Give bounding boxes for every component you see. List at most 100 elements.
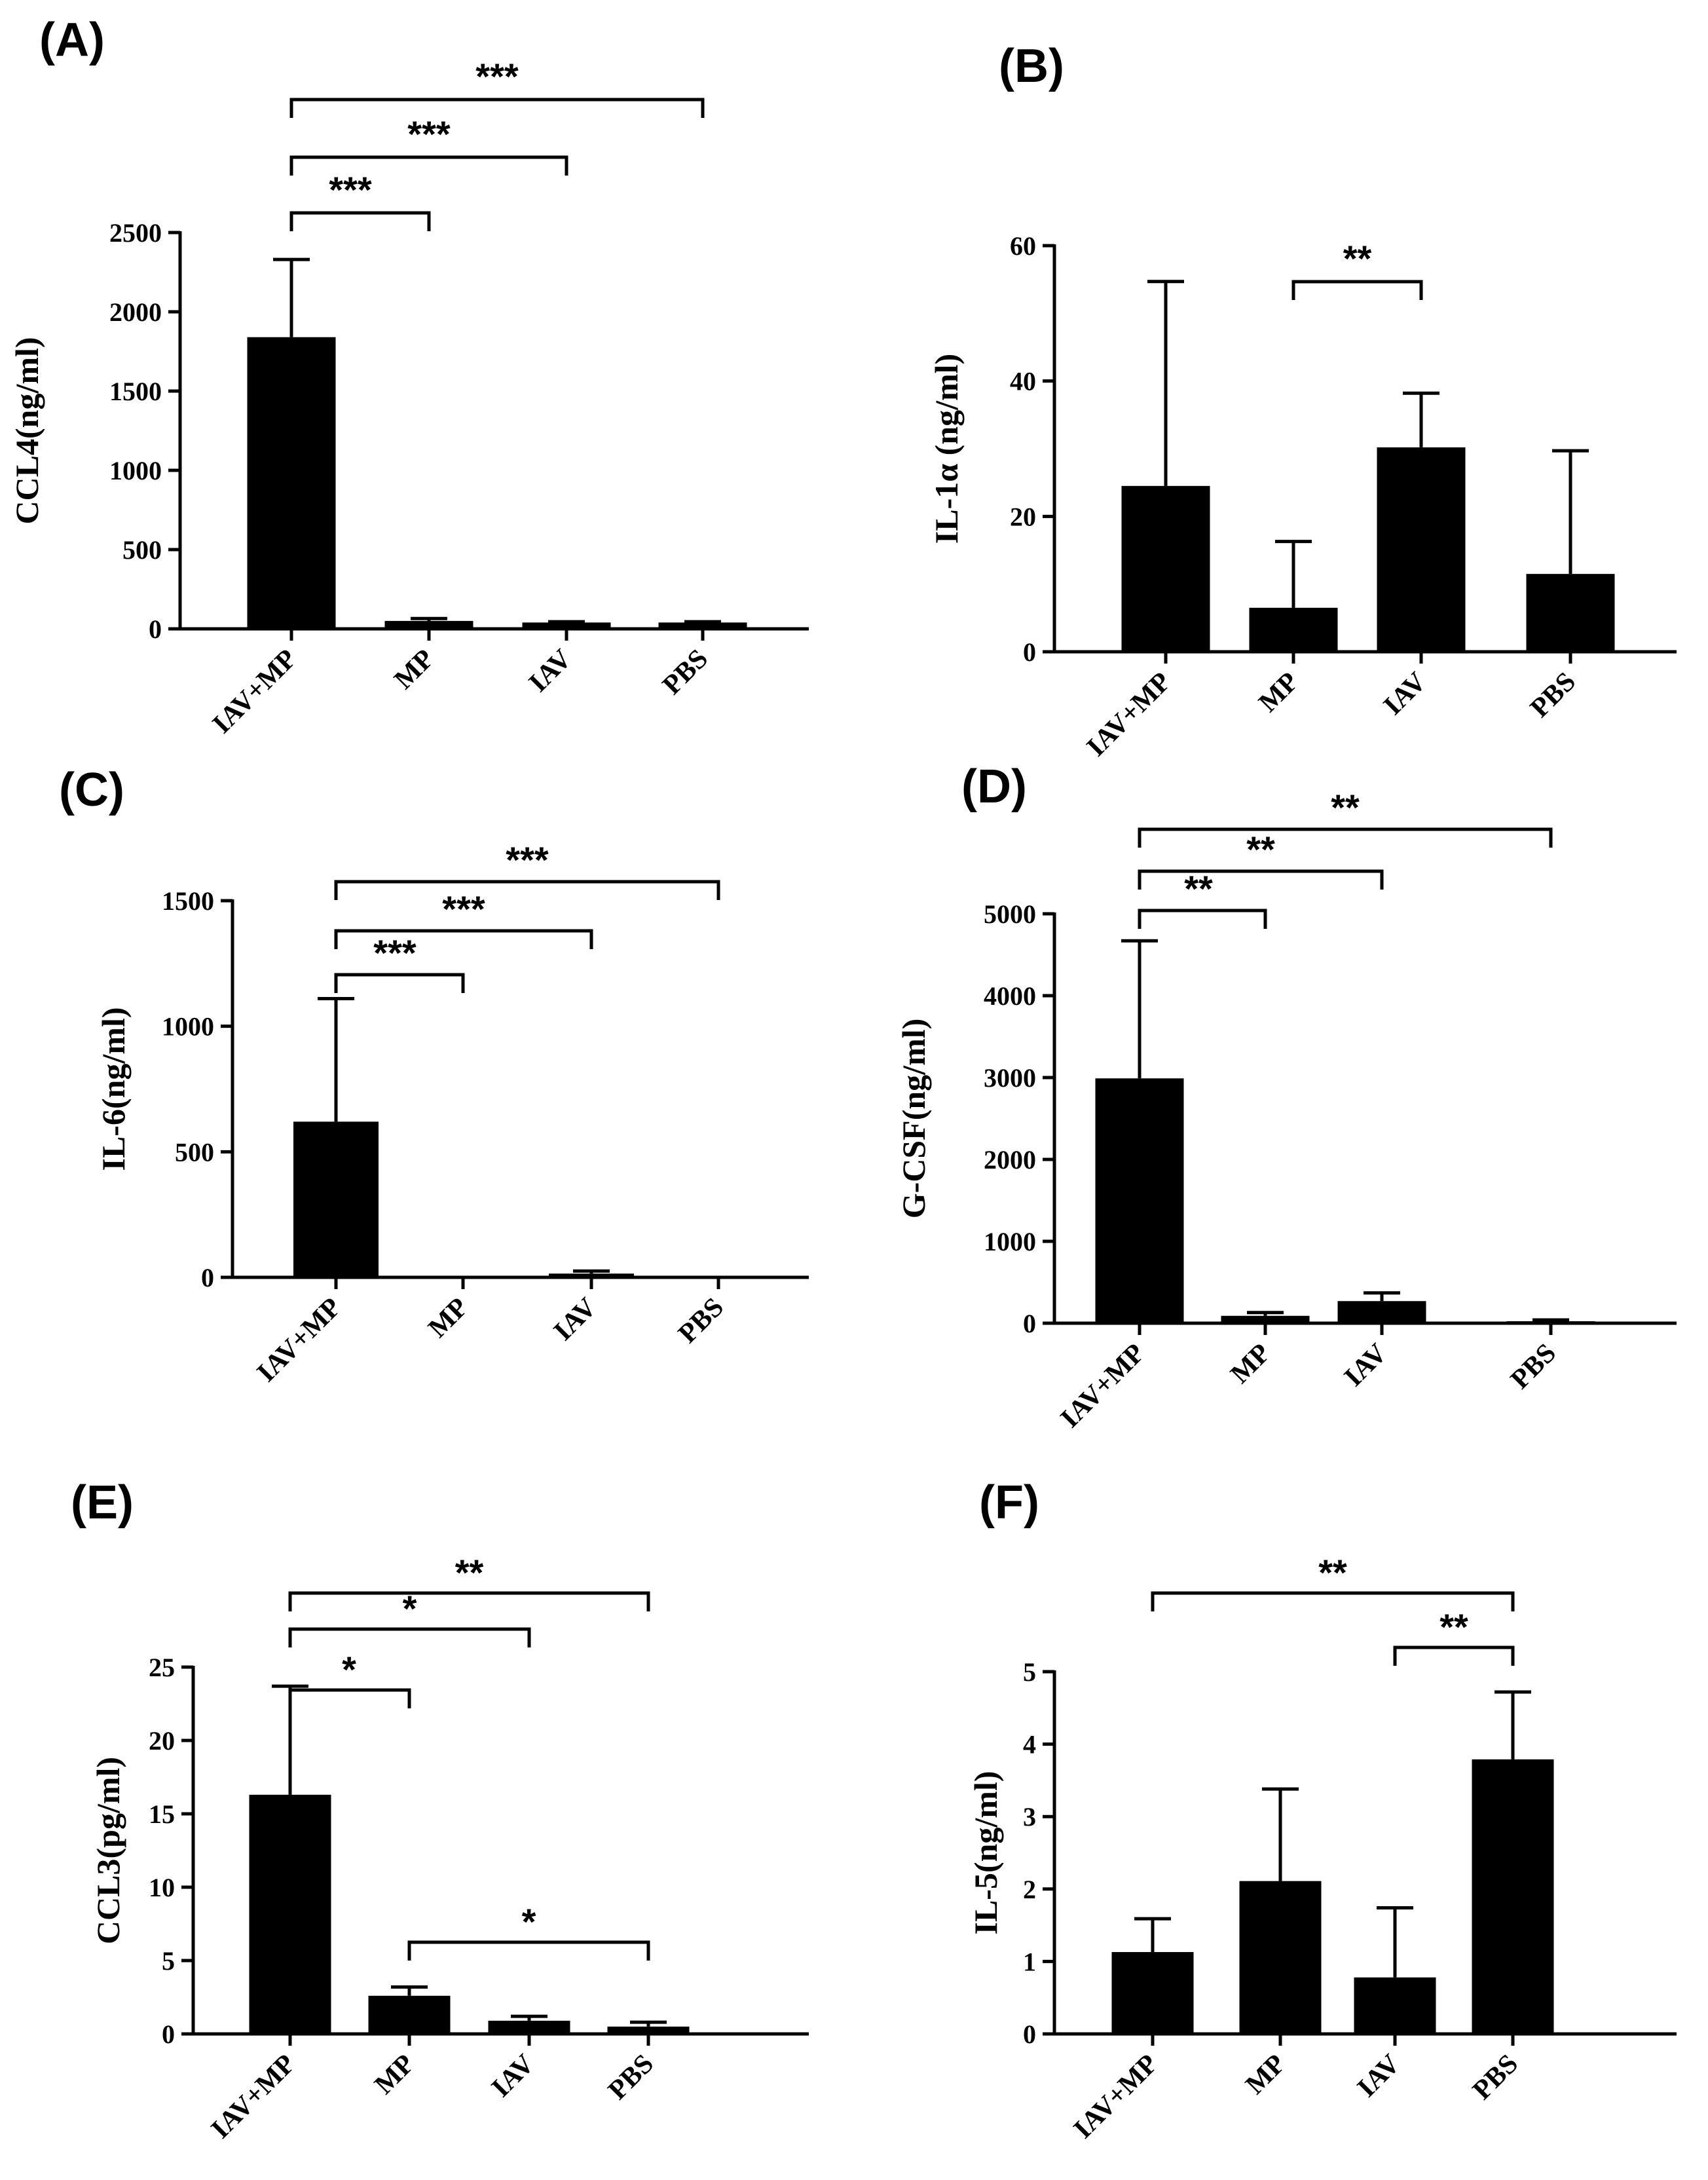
significance-bracket bbox=[288, 1627, 531, 1647]
significance-label: * bbox=[403, 1588, 417, 1629]
y-tick-label: 0 bbox=[1023, 637, 1036, 667]
significance-bracket bbox=[289, 98, 705, 118]
x-category-label: IAV+MP bbox=[1055, 1338, 1151, 1434]
x-category-label: PBS bbox=[1525, 667, 1582, 724]
significance-bracket bbox=[1151, 1591, 1515, 1611]
x-category-label: MP bbox=[1240, 2049, 1291, 2101]
y-tick-label: 2 bbox=[1023, 1875, 1036, 1904]
significance-bracket bbox=[334, 973, 465, 993]
bar-iav-mp bbox=[249, 1794, 331, 2034]
bar-pbs bbox=[658, 622, 747, 629]
bar-iav-mp bbox=[1111, 1952, 1194, 2034]
y-tick-label: 2000 bbox=[984, 1145, 1036, 1175]
y-tick-label: 500 bbox=[175, 1137, 214, 1167]
y-tick-label: 0 bbox=[201, 1263, 214, 1292]
y-tick-label: 0 bbox=[1023, 2020, 1036, 2049]
significance-bracket bbox=[334, 880, 720, 900]
significance-label: * bbox=[342, 1649, 356, 1690]
x-category-label: PBS bbox=[657, 644, 714, 701]
y-tick-label: 20 bbox=[1010, 502, 1036, 531]
y-axis-title: G-CSF(ng/ml) bbox=[895, 1019, 932, 1219]
y-tick-label: 5 bbox=[162, 1946, 175, 1976]
significance-label: *** bbox=[329, 169, 372, 210]
bar-iav bbox=[488, 2020, 570, 2034]
bar-pbs bbox=[607, 2026, 690, 2034]
panel-label: (E) bbox=[71, 1476, 134, 1529]
x-category-label: MP bbox=[422, 1292, 474, 1344]
x-category-label: PBS bbox=[1505, 1338, 1562, 1395]
bar-pbs bbox=[1526, 574, 1615, 652]
significance-label: *** bbox=[475, 56, 519, 97]
y-tick-label: 3 bbox=[1023, 1802, 1036, 1832]
significance-label: ** bbox=[1246, 829, 1275, 870]
y-axis-title: IL-5(ng/ml) bbox=[967, 1771, 1004, 1935]
y-tick-label: 2500 bbox=[109, 218, 162, 248]
significance-label: *** bbox=[442, 888, 485, 930]
y-tick-label: 25 bbox=[149, 1653, 175, 1682]
bar-iav-mp bbox=[293, 1121, 379, 1277]
significance-label: ** bbox=[455, 1552, 484, 1593]
bar-iav bbox=[1377, 447, 1466, 652]
bar-iav bbox=[522, 622, 611, 629]
y-tick-label: 1500 bbox=[109, 377, 162, 406]
y-tick-label: 0 bbox=[1023, 1309, 1036, 1338]
panel-a: (A) 0 500 1000 1500 2000 2500 CCL4(ng/ml) IAV+MP… bbox=[9, 14, 809, 740]
significance-label: * bbox=[522, 1901, 536, 1942]
x-category-label: IAV+MP bbox=[251, 1292, 347, 1388]
x-category-label: IAV+MP bbox=[1068, 2049, 1164, 2145]
x-category-label: IAV+MP bbox=[207, 644, 303, 740]
y-tick-label: 5 bbox=[1023, 1657, 1036, 1687]
y-tick-label: 1000 bbox=[984, 1227, 1036, 1256]
y-tick-label: 1500 bbox=[162, 886, 214, 916]
panel-d: (D) 0 1000 2000 3000 4000 5000 G-CSF(ng/ml) IAV+… bbox=[895, 761, 1677, 1434]
bar-iav-mp bbox=[247, 337, 336, 629]
x-category-label: IAV bbox=[523, 644, 578, 698]
panel-label: (B) bbox=[999, 40, 1064, 92]
significance-bracket bbox=[407, 1940, 650, 1961]
y-tick-label: 3000 bbox=[984, 1063, 1036, 1093]
y-axis-title: CCL4(ng/ml) bbox=[9, 337, 45, 524]
panel-c: (C) 0 500 1000 1500 IL-6(ng/ml) IAV+MP MP IAV PBS… bbox=[59, 764, 809, 1388]
y-axis-title: IL-6(ng/ml) bbox=[95, 1007, 132, 1171]
y-tick-label: 60 bbox=[1010, 231, 1036, 261]
bar-mp bbox=[368, 1995, 451, 2034]
significance-bracket bbox=[1393, 1645, 1515, 1666]
bar-mp bbox=[1239, 1881, 1322, 2034]
bar-iav-mp bbox=[1095, 1078, 1184, 1323]
y-tick-label: 1000 bbox=[162, 1012, 214, 1042]
bar-iav bbox=[549, 1273, 634, 1277]
significance-bracket bbox=[289, 211, 431, 231]
significance-label: ** bbox=[1439, 1606, 1468, 1647]
y-axis-title: CCL3(pg/ml) bbox=[90, 1757, 126, 1944]
bar-mp bbox=[1221, 1315, 1310, 1323]
significance-bracket bbox=[334, 929, 593, 949]
x-category-label: PBS bbox=[673, 1292, 730, 1349]
x-category-label: MP bbox=[1253, 667, 1305, 719]
significance-label: ** bbox=[1184, 868, 1213, 909]
y-tick-label: 20 bbox=[149, 1726, 175, 1756]
bar-pbs bbox=[1472, 1759, 1554, 2034]
significance-label: ** bbox=[1331, 787, 1360, 828]
significance-label: ** bbox=[1318, 1552, 1347, 1593]
y-tick-label: 4 bbox=[1023, 1730, 1036, 1759]
significance-bracket bbox=[1291, 280, 1423, 300]
significance-bracket bbox=[1138, 909, 1267, 929]
y-tick-label: 5000 bbox=[984, 899, 1036, 929]
bar-iav-mp bbox=[1121, 485, 1210, 652]
panel-label: (D) bbox=[961, 761, 1027, 813]
x-category-label: IAV bbox=[486, 2049, 540, 2103]
panel-label: (C) bbox=[59, 764, 124, 816]
panel-b: (B) 0 20 40 60 IL-1α (ng/ml) IAV+MP MP IAV PBS ** bbox=[928, 40, 1677, 762]
significance-bracket bbox=[288, 1688, 411, 1708]
y-tick-label: 0 bbox=[149, 614, 162, 644]
x-category-label: MP bbox=[1225, 1338, 1276, 1390]
y-tick-label: 15 bbox=[149, 1799, 175, 1829]
x-category-label: IAV+MP bbox=[206, 2049, 301, 2145]
y-tick-label: 40 bbox=[1010, 367, 1036, 396]
x-category-label: IAV+MP bbox=[1081, 667, 1177, 762]
bar-iav bbox=[1354, 1977, 1436, 2034]
bar-mp bbox=[1249, 607, 1338, 652]
x-category-label: IAV bbox=[1339, 1338, 1393, 1393]
